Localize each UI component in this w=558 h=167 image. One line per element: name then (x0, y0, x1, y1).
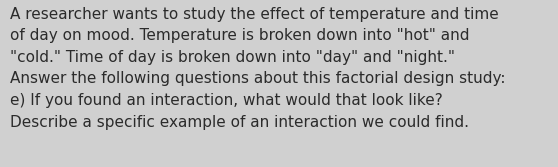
Text: A researcher wants to study the effect of temperature and time
of day on mood. T: A researcher wants to study the effect o… (10, 7, 506, 130)
